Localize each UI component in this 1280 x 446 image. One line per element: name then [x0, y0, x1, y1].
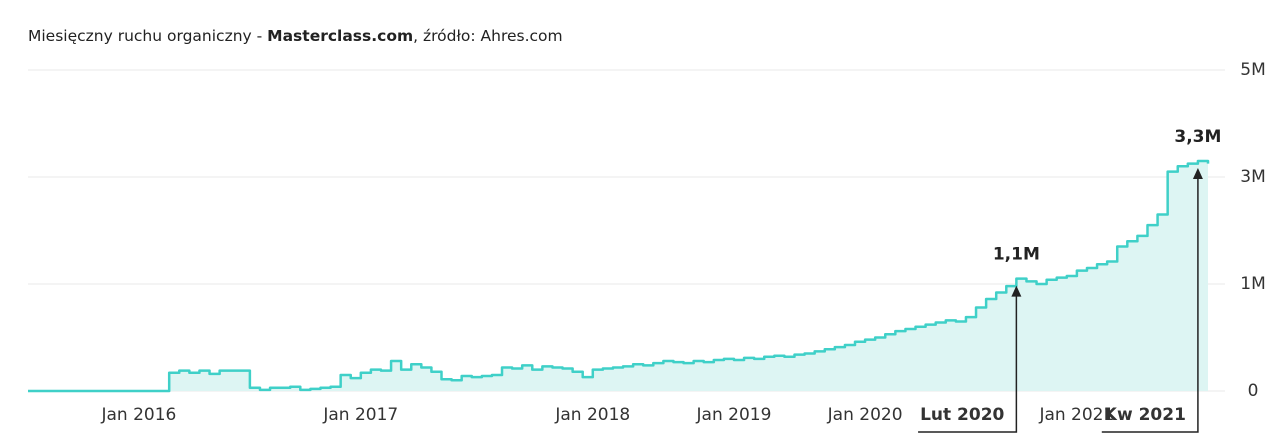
- area: [28, 160, 1208, 391]
- chart-title: Miesięczny ruchu organiczny - Masterclas…: [28, 27, 563, 45]
- title-text: Miesięczny ruchu organiczny -: [28, 27, 267, 45]
- arrow-head: [1192, 167, 1203, 179]
- title-site: Masterclass.com: [267, 27, 413, 45]
- value-label: 3,3M: [1174, 127, 1221, 147]
- y-tick-label: 5M: [1240, 60, 1265, 80]
- x-annotation-label: Kw 2021: [1104, 405, 1186, 425]
- title-source: , źródło: Ahres.com: [413, 27, 562, 45]
- x-tick-label: Jan 2016: [101, 405, 177, 425]
- annotation-arrow: [918, 294, 1018, 433]
- x-annotation-label: Lut 2020: [920, 405, 1004, 425]
- x-tick-label: Jan 2017: [322, 405, 398, 425]
- annotation-arrow: [1101, 176, 1199, 433]
- y-tick-label: 1M: [1240, 274, 1265, 294]
- y-tick-label: 0: [1248, 381, 1259, 401]
- value-label: 1,1M: [993, 245, 1040, 265]
- line: [28, 159, 1210, 393]
- x-tick-label: Jan 2021: [1038, 405, 1114, 425]
- arrow-head: [1011, 285, 1022, 297]
- x-tick-label: Jan 2019: [696, 405, 772, 425]
- x-tick-label: Jan 2018: [554, 405, 630, 425]
- y-tick-label: 3M: [1240, 167, 1265, 187]
- x-tick-label: Jan 2020: [827, 405, 903, 425]
